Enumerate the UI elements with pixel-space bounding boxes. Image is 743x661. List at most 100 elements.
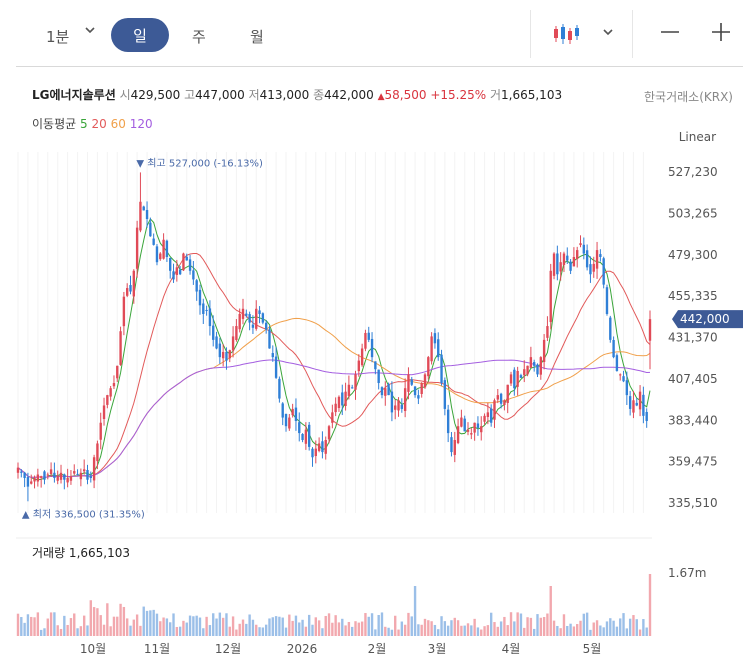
candle-body — [536, 364, 539, 375]
candle-body — [36, 474, 40, 482]
ma-60-line — [17, 317, 651, 478]
volume-bar — [182, 620, 185, 636]
volume-bar — [433, 624, 437, 636]
exchange-label: 한국거래소(KRX) — [644, 90, 733, 104]
volume-bar — [569, 623, 572, 636]
volume-bar — [615, 626, 619, 636]
volume-bar — [612, 620, 615, 636]
zoom-in-button[interactable] — [711, 22, 731, 46]
candle-body — [301, 434, 304, 441]
candle-body — [291, 408, 294, 416]
volume-bar — [536, 614, 539, 636]
ma-20-line — [17, 253, 651, 478]
volume-bar — [460, 625, 463, 636]
zoom-out-button[interactable] — [660, 22, 680, 47]
volume-bar — [403, 624, 407, 636]
volume-bar — [63, 615, 66, 636]
candle-body — [159, 253, 162, 260]
volume-bar — [33, 617, 36, 636]
candle-body — [377, 369, 380, 384]
candle-body — [314, 448, 317, 457]
volume-bar — [532, 628, 536, 636]
candle-body — [334, 403, 337, 413]
volume-bar — [390, 629, 394, 636]
candle-body — [400, 404, 404, 409]
volume-bar — [162, 617, 165, 636]
volume-bar — [470, 625, 473, 636]
candle-body — [327, 426, 331, 440]
volume-bar — [566, 625, 569, 636]
volume-bar — [314, 617, 317, 636]
volume-bar — [410, 616, 413, 636]
interval-1min-button[interactable]: 1분 — [46, 28, 70, 46]
candle-body — [46, 474, 49, 476]
volume-bar — [298, 622, 301, 636]
candle-body — [638, 391, 642, 410]
candle-body — [532, 362, 536, 366]
candle-body — [423, 374, 427, 388]
candle-body — [635, 402, 638, 406]
candle-body — [407, 374, 410, 392]
volume-bar — [486, 625, 490, 636]
chart-type-chevron-icon[interactable] — [602, 24, 614, 42]
tab-week[interactable]: 주 — [192, 28, 206, 46]
volume-bar — [119, 603, 122, 636]
moving-average-legend[interactable]: 이동평균 5 20 60 120 — [32, 115, 153, 132]
candle-body — [516, 370, 519, 387]
candle-body — [503, 400, 506, 405]
volume-bar — [589, 629, 592, 636]
volume-bar — [126, 618, 129, 636]
volume-bar — [546, 613, 549, 636]
candle-body — [437, 339, 440, 358]
volume-bar — [364, 613, 367, 636]
candle-body — [212, 325, 215, 340]
volume-bar — [407, 612, 410, 636]
candle-body — [149, 222, 152, 237]
volume-bar — [529, 617, 533, 636]
candle-body — [311, 448, 314, 458]
candle-body — [89, 476, 92, 478]
chevron-down-icon[interactable] — [84, 24, 96, 40]
candlestick-icon[interactable] — [553, 22, 579, 50]
candle-body — [476, 423, 480, 428]
candle-body — [255, 308, 258, 329]
candle-body — [496, 395, 499, 400]
y-tick-label: 503,265 — [668, 206, 718, 220]
candle-body — [463, 418, 466, 432]
candle-body — [592, 263, 595, 272]
volume-bar — [178, 626, 182, 636]
candle-body — [49, 469, 53, 475]
candle-body — [152, 238, 155, 245]
price-chart[interactable]: 527,230 503,265 479,300 455,335 431,370 407,4… — [0, 140, 743, 661]
candle-body — [572, 256, 576, 267]
candle-body — [195, 280, 198, 292]
candle-body — [53, 472, 56, 478]
volume-bar — [218, 612, 222, 636]
volume-bar — [509, 612, 513, 636]
volume-bar — [370, 613, 374, 636]
volume-bar — [307, 614, 311, 636]
volume-bar — [278, 616, 281, 636]
volume-bar — [480, 629, 483, 636]
candle-body — [380, 387, 384, 396]
candle-body — [271, 353, 274, 358]
candle-body — [569, 261, 572, 271]
volume-bar — [241, 619, 245, 636]
tab-day[interactable]: 일 — [111, 18, 169, 52]
candle-body — [208, 308, 212, 327]
tab-month[interactable]: 월 — [250, 28, 264, 46]
candle-body — [413, 386, 417, 396]
candle-body — [582, 244, 586, 254]
volume-bar — [82, 615, 86, 636]
volume-bar — [99, 615, 102, 636]
candle-body — [86, 469, 89, 480]
volume-bar — [23, 622, 26, 636]
scale-toggle[interactable]: Linear — [678, 130, 716, 144]
candle-body — [192, 270, 195, 280]
candle-body — [63, 474, 66, 480]
volume-bar — [413, 586, 417, 636]
candle-body — [284, 413, 288, 427]
volume-bar — [89, 600, 92, 636]
candle-body — [202, 303, 205, 314]
volume-bar — [76, 628, 79, 636]
